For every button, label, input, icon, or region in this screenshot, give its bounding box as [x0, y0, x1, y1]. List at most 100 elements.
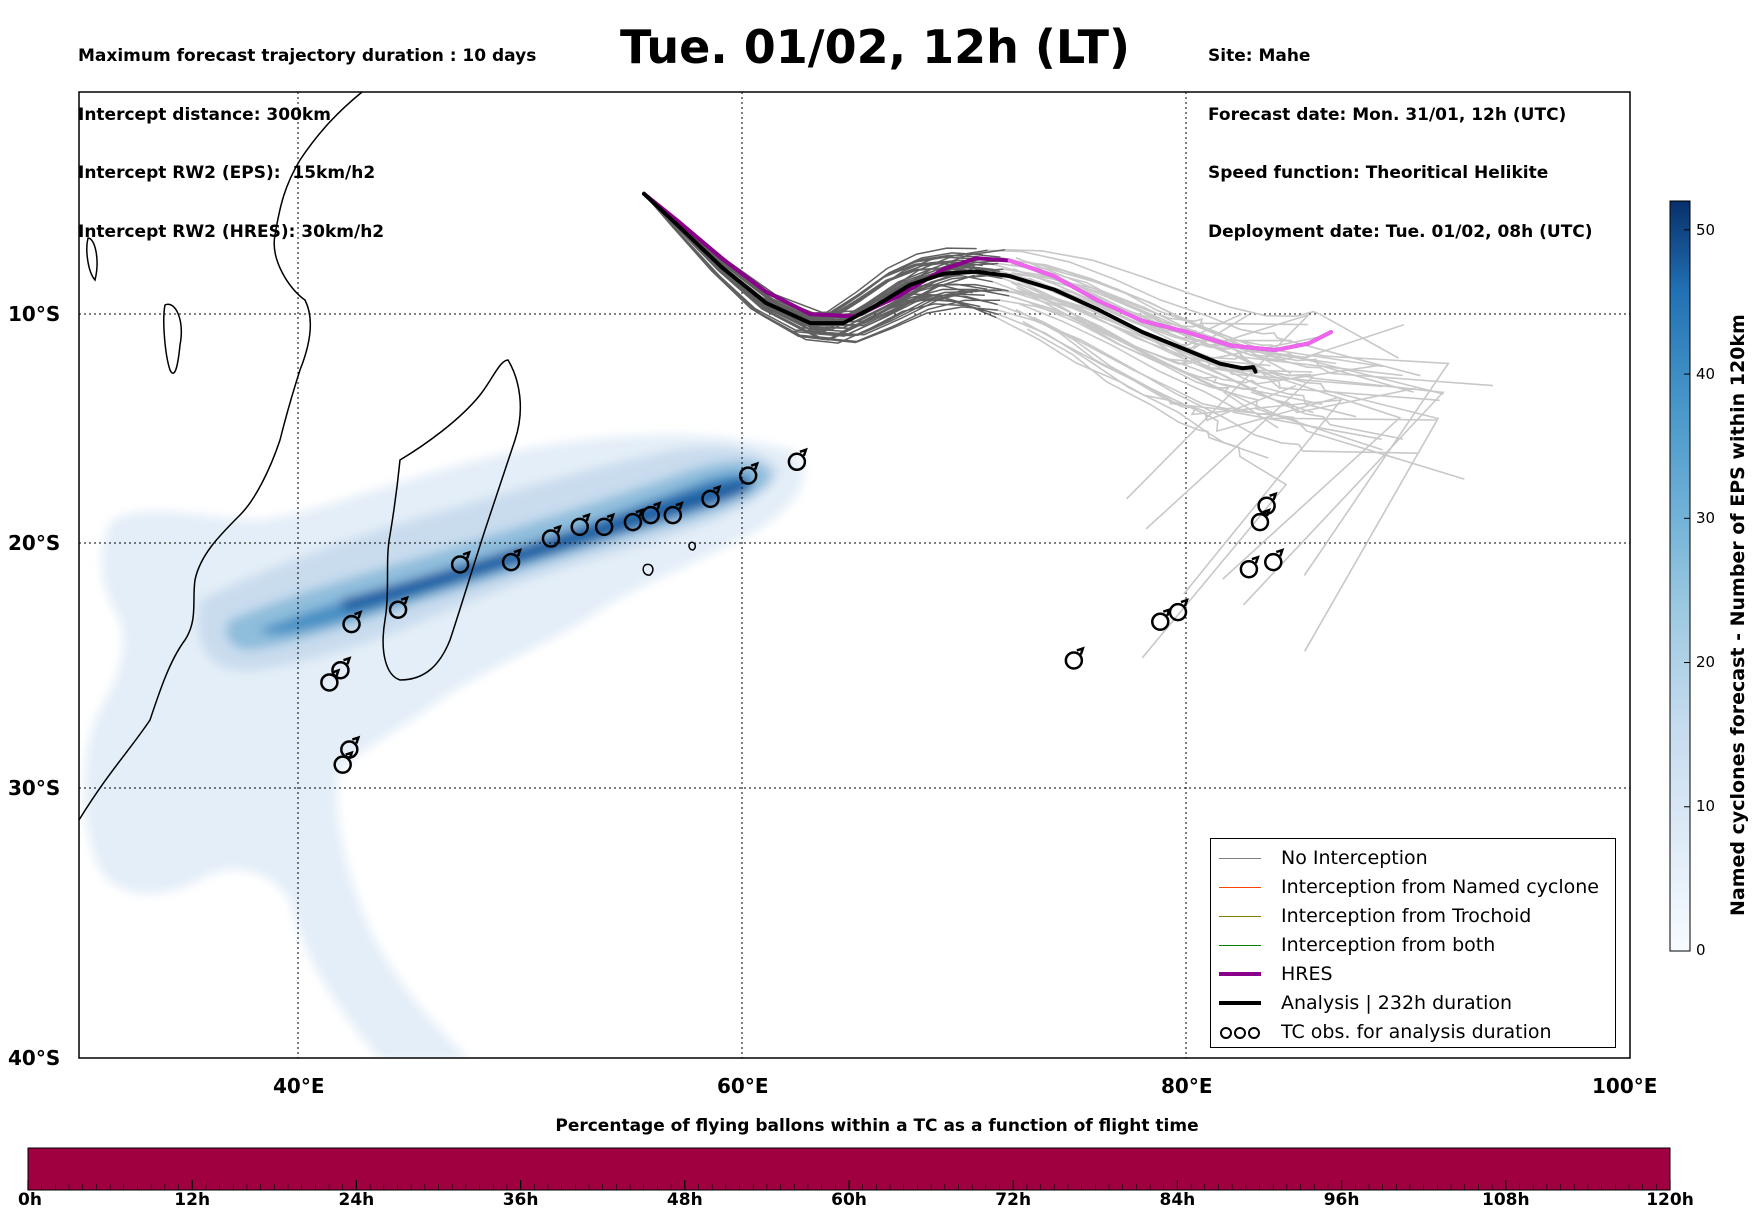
time-bar-label: 84h	[1159, 1190, 1196, 1210]
island-1	[642, 563, 654, 576]
ensemble-member-late	[1004, 248, 1399, 359]
ensemble-member-late	[1015, 308, 1344, 595]
density-field	[84, 435, 804, 1058]
tc-obs-marker	[1168, 598, 1189, 622]
lat-tick-40s: 40°S	[8, 1046, 61, 1070]
legend-item-tc-obs: TC obs. for analysis duration	[1219, 1019, 1552, 1045]
tc-obs-marker	[501, 548, 523, 572]
site-label: Site: Mahe	[1208, 46, 1311, 66]
tc-obs-marker	[333, 750, 354, 774]
tc-obs-marker	[1257, 491, 1278, 516]
time-bar-label: 96h	[1323, 1190, 1360, 1210]
colorbar-label-40: 40	[1696, 365, 1716, 383]
ensemble-member-late	[987, 249, 1421, 377]
tc-obs-marker	[623, 508, 644, 532]
lon-tick-80e: 80°E	[1161, 1074, 1213, 1098]
ensemble-member-late	[997, 303, 1382, 440]
ensemble-member-late	[1011, 272, 1440, 652]
legend-label: No Interception	[1281, 847, 1428, 869]
legend-label: Interception from Trochoid	[1281, 905, 1532, 927]
tc-obs-marker	[663, 501, 684, 525]
tc-observations	[320, 447, 1285, 774]
lon-tick-100e: 100°E	[1592, 1074, 1658, 1098]
tc-obs-marker	[701, 484, 722, 509]
island-3	[86, 237, 98, 282]
ensemble-member-late	[1010, 295, 1383, 451]
tc-obs-marker	[594, 512, 616, 537]
legend: No Interception Interception from Named …	[1210, 838, 1616, 1048]
tc-obs-marker	[541, 524, 562, 548]
tc-obs-marker	[1264, 548, 1285, 572]
legend-item-no-interception: No Interception	[1219, 845, 1428, 871]
colorbar-label-20: 20	[1696, 653, 1716, 671]
tc-obs-marker	[320, 668, 341, 692]
lat-tick-10s: 10°S	[8, 302, 61, 326]
legend-item-hres: HRES	[1219, 961, 1333, 987]
time-bar-label: 120h	[1646, 1190, 1694, 1210]
time-bar-label: 108h	[1482, 1190, 1530, 1210]
tc-obs-marker	[1151, 607, 1172, 631]
forecast-date-label: Forecast date: Mon. 31/01, 12h (UTC)	[1208, 104, 1567, 125]
lon-tick-40e: 40°E	[273, 1074, 325, 1098]
header-left: Maximum forecast trajectory duration : 1…	[78, 8, 536, 262]
ensemble-member-late	[998, 262, 1405, 361]
legend-label: TC obs. for analysis duration	[1281, 1021, 1552, 1043]
lake-victoria	[163, 303, 182, 374]
ensemble-member-early	[643, 193, 993, 326]
colorbar	[1669, 200, 1691, 952]
ensemble-member-late	[1008, 290, 1378, 385]
colorbar-ticks	[1684, 229, 1690, 952]
lon-tick-60e: 60°E	[717, 1074, 769, 1098]
tc-obs-marker	[570, 512, 591, 537]
time-bar-label: 24h	[338, 1190, 375, 1210]
ensemble-tracks-late	[987, 248, 1493, 659]
tc-obs-marker	[388, 595, 410, 619]
time-bar-label: 36h	[502, 1190, 539, 1210]
ensemble-member-early	[643, 193, 984, 339]
ensemble-member-late	[1028, 277, 1315, 530]
colorbar-label-10: 10	[1696, 797, 1716, 815]
ensemble-member-late	[992, 281, 1279, 429]
ensemble-member-late	[1033, 316, 1338, 433]
time-bar-title: Percentage of flying ballons within a TC…	[555, 1116, 1199, 1136]
legend-item-named-cyclone: Interception from Named cyclone	[1219, 874, 1599, 900]
coastlines	[79, 92, 697, 821]
legend-item-trochoid: Interception from Trochoid	[1219, 903, 1531, 929]
hres-track-late	[1007, 258, 1333, 353]
legend-label: Interception from both	[1281, 934, 1496, 956]
tc-obs-marker	[787, 447, 808, 472]
max-duration-label: Maximum forecast trajectory duration : 1…	[78, 46, 537, 66]
legend-item-both: Interception from both	[1219, 932, 1495, 958]
legend-item-analysis: Analysis | 232h duration	[1219, 990, 1512, 1016]
colorbar-label-0: 0	[1696, 941, 1706, 959]
tc-obs-marker	[641, 501, 662, 525]
ensemble-member-late	[1015, 257, 1308, 326]
deployment-date-label: Deployment date: Tue. 01/02, 08h (UTC)	[1208, 221, 1593, 242]
time-bar-label: 60h	[831, 1190, 867, 1210]
time-bar-label: 72h	[995, 1190, 1032, 1210]
time-bar-ticks	[27, 1180, 1671, 1190]
tc-obs-marker	[331, 656, 352, 680]
colorbar-label-50: 50	[1696, 221, 1716, 239]
ensemble-tracks-early	[643, 193, 1010, 344]
colorbar-title: Named cyclones forecast - Number of EPS …	[1727, 314, 1749, 916]
time-bar-label: 0h	[18, 1190, 42, 1210]
analysis-track	[642, 191, 1258, 374]
ensemble-member-late	[998, 313, 1288, 659]
page-title: Tue. 01/02, 12h (LT)	[620, 20, 1130, 74]
tc-obs-marker	[738, 461, 760, 485]
lat-tick-30s: 30°S	[8, 776, 61, 800]
ensemble-member-late	[1013, 276, 1402, 580]
speed-function-label: Speed function: Theoritical Helikite	[1208, 163, 1549, 183]
tc-obs-marker	[342, 610, 363, 634]
madagascar-coast	[382, 359, 522, 681]
colorbar-label-30: 30	[1696, 509, 1716, 527]
legend-label: Analysis | 232h duration	[1281, 992, 1513, 1014]
time-bar-label: 12h	[174, 1190, 211, 1210]
time-bar-label: 48h	[666, 1190, 703, 1210]
legend-label: Interception from Named cyclone	[1281, 876, 1599, 898]
intercept-hres-label: Intercept RW2 (HRES): 30km/h2	[78, 221, 385, 242]
ensemble-member-late	[1026, 328, 1269, 459]
intercept-eps-label: Intercept RW2 (EPS): 15km/h2	[78, 163, 376, 183]
